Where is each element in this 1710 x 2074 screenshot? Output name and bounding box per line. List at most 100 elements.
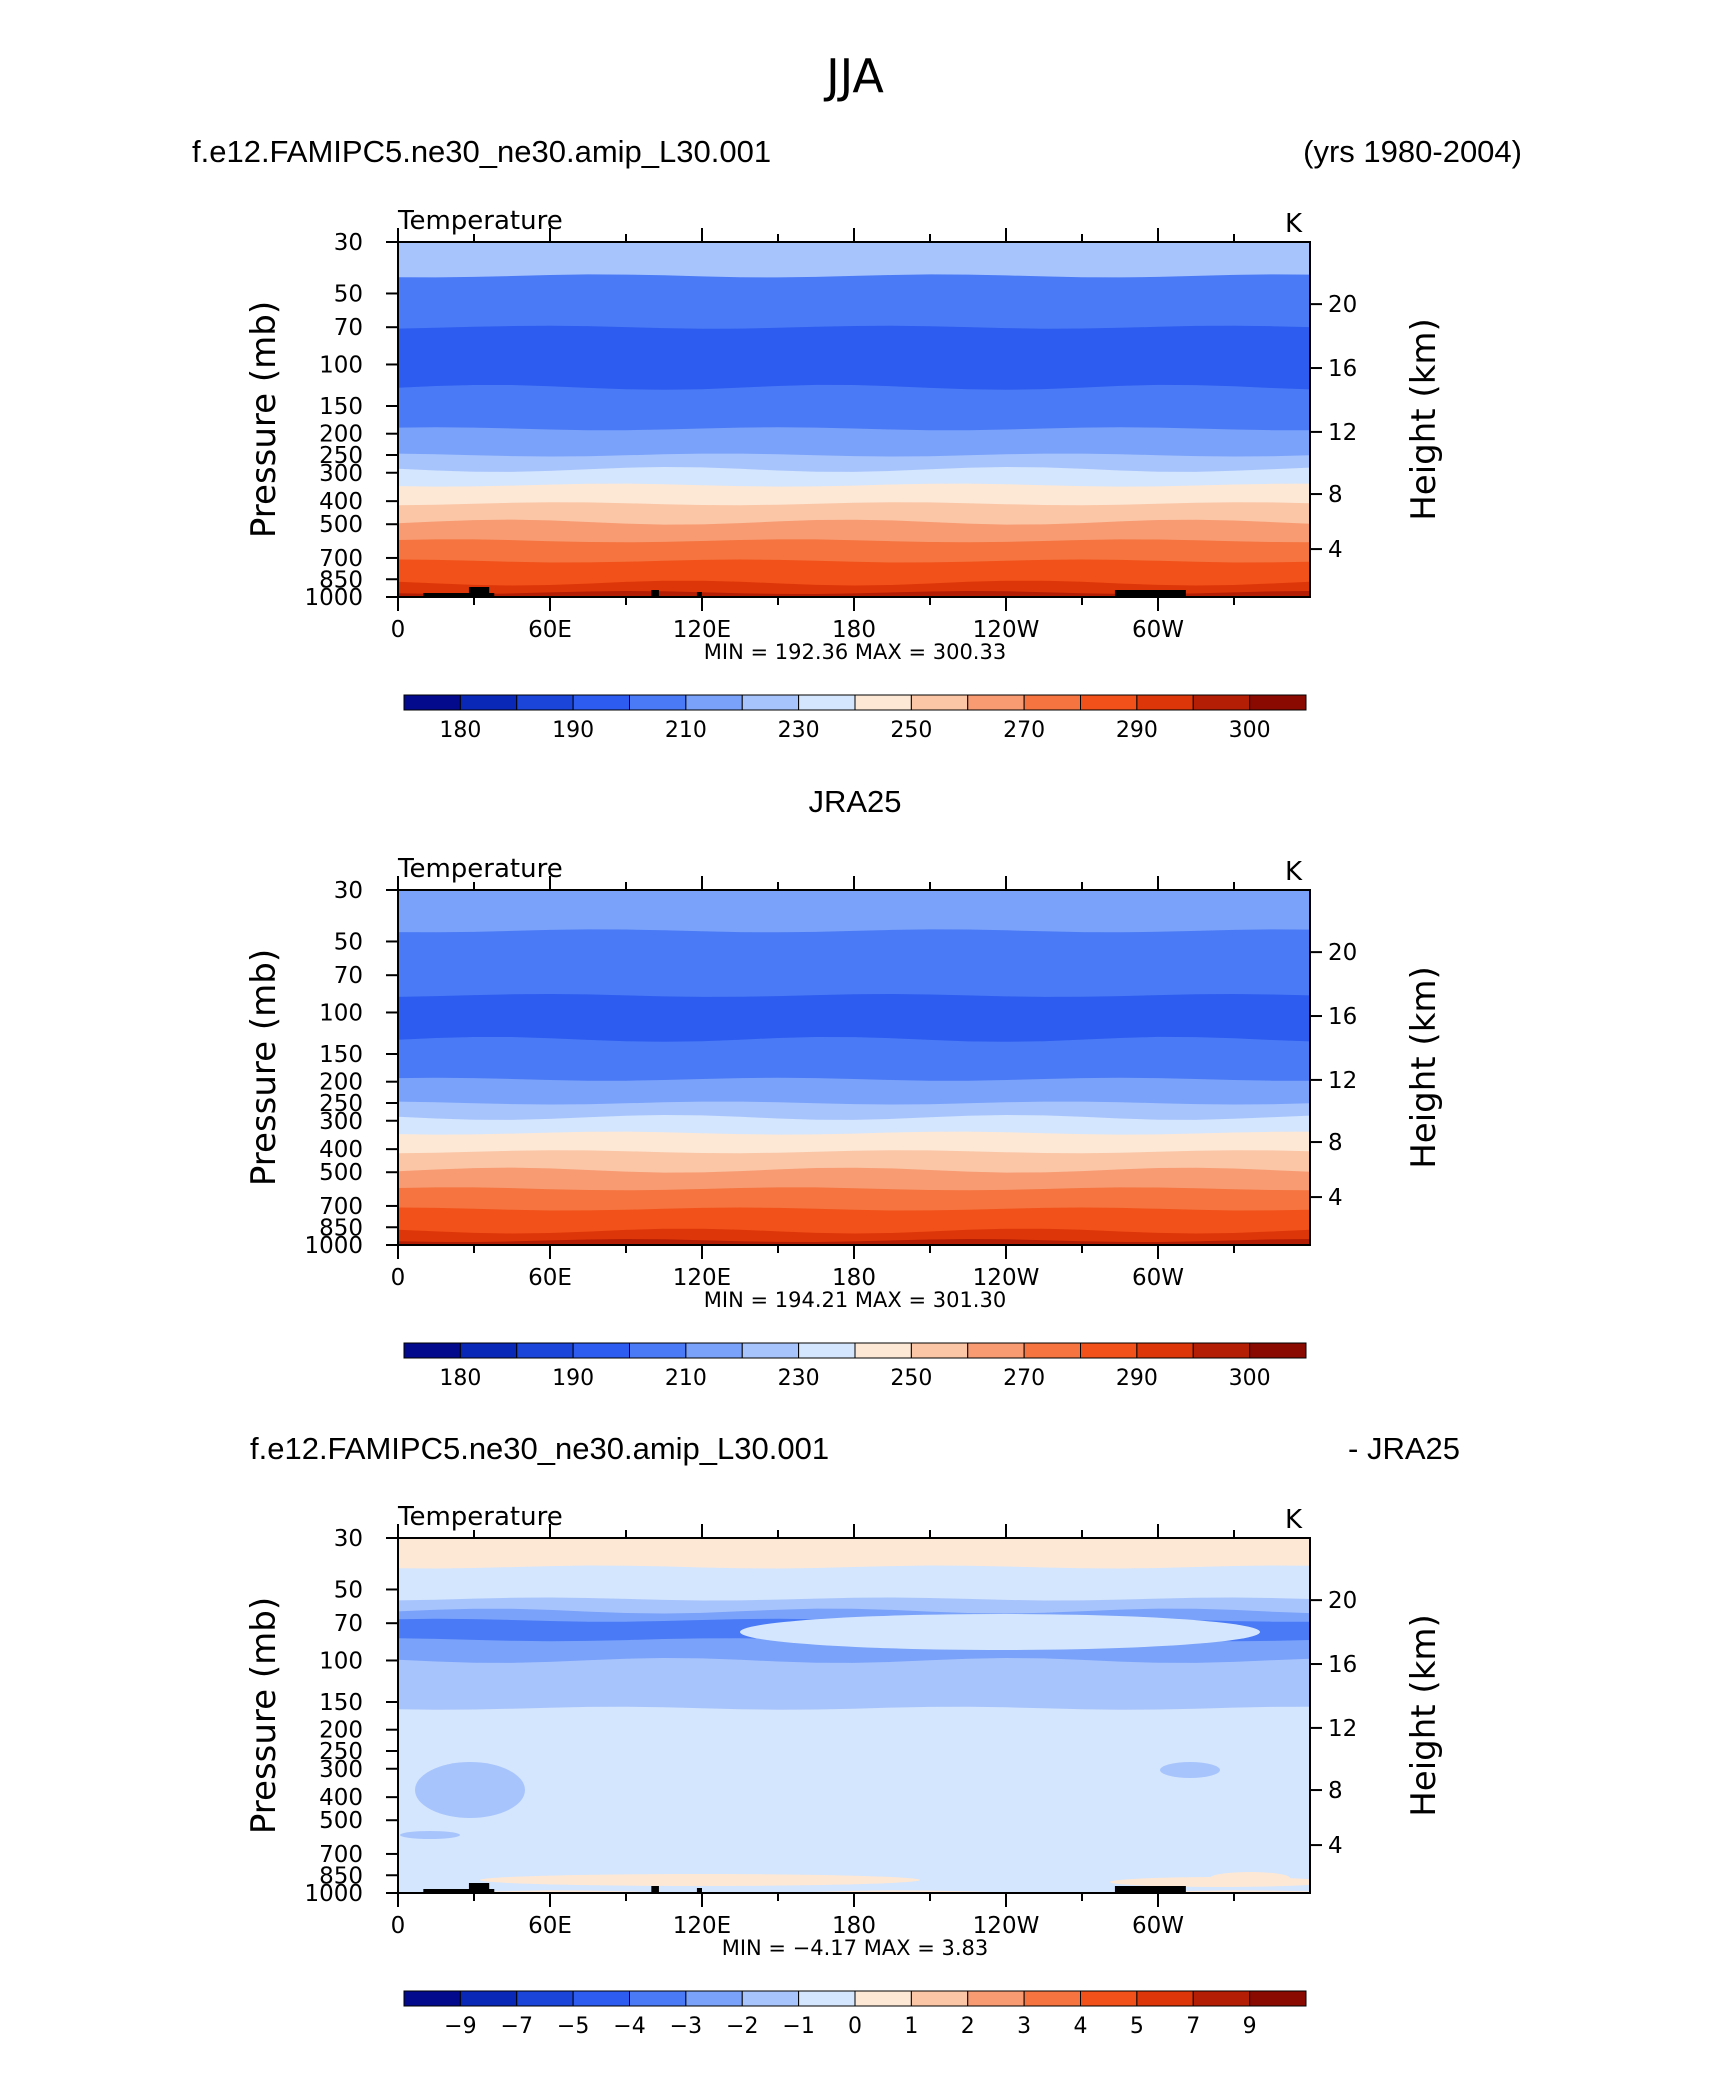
x-tick-label: 60W [1132, 617, 1184, 643]
x-tick-label: 60E [528, 1913, 572, 1939]
colorbar-swatch [459, 694, 518, 711]
y-right-tick-label: 8 [1328, 1130, 1343, 1156]
panel-reanalysis-header-center: JRA25 [808, 784, 901, 819]
colorbar-swatch [798, 694, 856, 711]
colorbar-swatch [685, 694, 743, 711]
y-tick-label: 700 [319, 1842, 363, 1868]
x-tick-label: 60E [528, 1265, 572, 1291]
x-tick-label: 120W [973, 1265, 1040, 1291]
colorbar-label: −2 [726, 2014, 758, 2039]
y-right-tick-label: 12 [1328, 1716, 1357, 1742]
colorbar-swatch [910, 1990, 969, 2007]
colorbar-swatch [967, 1342, 1025, 1359]
colorbar-swatch [1023, 1342, 1081, 1359]
units-label: K [1285, 1505, 1303, 1535]
plot-area [386, 876, 1322, 1259]
y-tick-label: 850 [319, 1863, 363, 1889]
contour-patch [1160, 1762, 1220, 1778]
panel-difference-header-right: - JRA25 [1348, 1431, 1460, 1466]
contour-band [398, 591, 1310, 597]
topography-mask [696, 592, 702, 597]
colorbar-label: −3 [670, 2014, 702, 2039]
colorbar-swatch [1023, 694, 1081, 711]
colorbar-label: 270 [1003, 718, 1045, 743]
colorbar-label: 4 [1074, 2014, 1088, 2039]
colorbar-swatch [1080, 694, 1138, 711]
colorbar-label: 210 [665, 1366, 707, 1391]
colorbar-label: 5 [1130, 2014, 1144, 2039]
colorbar-swatch [516, 694, 574, 711]
contour-patch [480, 1874, 920, 1886]
x-tick-label: 60W [1132, 1265, 1184, 1291]
colorbar-swatch [1136, 694, 1194, 711]
y-tick-label: 30 [334, 230, 363, 256]
colorbar-label: 1 [904, 2014, 918, 2039]
y-tick-label: 70 [334, 1611, 363, 1637]
colorbar-label: −7 [501, 2014, 533, 2039]
contour-band [398, 483, 1310, 510]
colorbar-swatch [798, 1990, 856, 2007]
min-max-stats: MIN = 192.36 MAX = 300.33 [704, 640, 1006, 664]
y-tick-label: 100 [319, 1000, 363, 1026]
colorbar-swatch [685, 1990, 743, 2007]
y-tick-label: 1000 [304, 1881, 363, 1907]
y-right-tick-label: 20 [1328, 292, 1357, 318]
contour-band [398, 1658, 1310, 1715]
y-right-tick-label: 4 [1328, 537, 1343, 563]
contour-fill [398, 1538, 1310, 1893]
x-tick-label: 180 [832, 617, 876, 643]
topography-mask [696, 1888, 702, 1893]
units-label: K [1285, 857, 1303, 887]
x-tick-label: 180 [832, 1265, 876, 1291]
colorbar-swatch [1249, 1342, 1307, 1359]
x-tick-label: 120E [673, 1265, 731, 1291]
topography-mask [468, 587, 490, 597]
contour-patch [1210, 1872, 1290, 1884]
y-right-tick-label: 4 [1328, 1833, 1343, 1859]
y-axis-title: Pressure (mb) [244, 301, 284, 538]
y-tick-label: 850 [319, 567, 363, 593]
y-tick-label: 500 [319, 512, 363, 538]
contour-band [398, 559, 1310, 590]
colorbar-label: 7 [1186, 2014, 1200, 2039]
contour-band [398, 1538, 1310, 1573]
colorbar-label: 250 [890, 1366, 932, 1391]
colorbar-swatch [516, 1990, 574, 2007]
y-right-tick-label: 16 [1328, 1652, 1357, 1678]
y-tick-label: 700 [319, 546, 363, 572]
colorbar-label: −5 [557, 2014, 589, 2039]
y-right-tick-label: 8 [1328, 482, 1343, 508]
x-tick-label: 0 [391, 617, 406, 643]
y-right-tick-label: 16 [1328, 356, 1357, 382]
colorbar-swatch [967, 1990, 1025, 2007]
y-tick-label: 50 [334, 281, 363, 307]
min-max-stats: MIN = −4.17 MAX = 3.83 [722, 1936, 989, 1960]
y-tick-label: 1000 [304, 1233, 363, 1259]
y-tick-label: 850 [319, 1215, 363, 1241]
y-right-tick-label: 8 [1328, 1778, 1343, 1804]
colorbar-label: 210 [665, 718, 707, 743]
colorbar-swatch [629, 1990, 687, 2007]
x-tick-label: 0 [391, 1265, 406, 1291]
colorbar-swatch [403, 1342, 461, 1359]
colorbar-label: 0 [848, 2014, 862, 2039]
y-tick-label: 50 [334, 1577, 363, 1603]
colorbar-label: 270 [1003, 1366, 1045, 1391]
colorbar-label: 2 [961, 2014, 975, 2039]
colorbar-swatch [798, 1342, 856, 1359]
colorbar-swatch [910, 1342, 969, 1359]
colorbar-swatch [629, 694, 687, 711]
contour-band [398, 1239, 1310, 1245]
y-tick-label: 150 [319, 1042, 363, 1068]
y-axis-title: Pressure (mb) [244, 949, 284, 1186]
colorbar-swatch [685, 1342, 743, 1359]
topography-mask [468, 1883, 490, 1893]
y-tick-label: 500 [319, 1160, 363, 1186]
y-tick-label: 250 [319, 1091, 363, 1117]
colorbar-label: 300 [1229, 1366, 1271, 1391]
colorbar-swatch [967, 694, 1025, 711]
y-tick-label: 30 [334, 1526, 363, 1552]
contour-band [398, 427, 1310, 461]
contour-band [398, 890, 1310, 937]
colorbar-label: 290 [1116, 718, 1158, 743]
